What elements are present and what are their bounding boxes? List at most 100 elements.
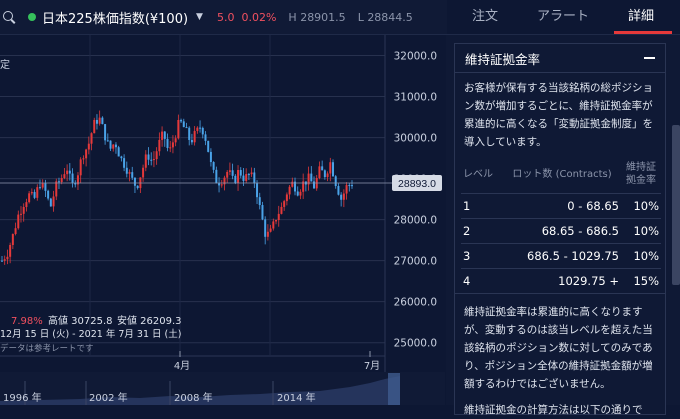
candle	[57, 181, 60, 183]
y-tick-label: 32000.0	[394, 51, 437, 63]
candle	[98, 117, 101, 124]
tab-alert[interactable]: アラート	[536, 9, 589, 24]
candle	[337, 186, 340, 195]
candle	[76, 175, 79, 185]
candle	[283, 201, 286, 207]
candle	[250, 172, 253, 175]
candle	[142, 167, 145, 178]
candle	[266, 231, 269, 237]
candle	[144, 154, 147, 168]
detail-panel: 維持証拠金率 お客様が保有する当該銘柄の総ポジション数が増加するごとに、維持証拠…	[446, 35, 680, 416]
x-tick-jul: 7月	[364, 360, 380, 372]
candle	[302, 181, 305, 192]
candle	[22, 206, 25, 214]
candle	[228, 170, 231, 172]
candle	[158, 139, 161, 152]
candle	[66, 170, 69, 175]
candle	[182, 121, 185, 128]
candle	[33, 192, 36, 198]
level-cell: 3	[461, 243, 503, 269]
candle	[185, 127, 188, 129]
rate-cell: 10%	[621, 218, 661, 244]
price-chart[interactable]: 32000.031000.030000.029000.028000.027000…	[0, 35, 445, 405]
symbol-header: 日本225株価指数(¥100) ▼ 5.0 0.02% H 28901.5 L …	[0, 0, 447, 35]
nav-label-2008: 2008 年	[174, 391, 213, 404]
card-title: 維持証拠金率	[465, 51, 541, 67]
candle	[351, 185, 353, 187]
level-cell: 2	[461, 218, 503, 244]
candle	[82, 158, 85, 160]
candle	[1, 260, 3, 262]
candle	[226, 171, 229, 178]
candle	[253, 172, 256, 184]
card-header[interactable]: 維持証拠金率	[455, 44, 665, 73]
table-row: 4 1029.75 + 15%	[461, 268, 661, 293]
candle	[201, 127, 204, 135]
candle	[128, 172, 131, 174]
candle	[207, 140, 210, 152]
search-icon[interactable]	[2, 10, 16, 24]
candle	[239, 169, 242, 176]
detail-tabs: 注文 アラート 詳細	[446, 0, 680, 35]
candle	[112, 144, 115, 149]
candle	[323, 170, 326, 178]
margin-note: 維持証拠金率は累進的に高くなりますが、変動するのは該当レベルを超えた当該銘柄のポ…	[455, 293, 665, 393]
candle	[272, 221, 275, 229]
candle	[74, 182, 77, 185]
candle	[125, 167, 128, 174]
candle	[174, 138, 177, 143]
col-header-rate: 維持証拠金率	[626, 162, 656, 186]
candle	[117, 147, 120, 157]
candle	[307, 173, 310, 185]
tab-details[interactable]: 詳細	[602, 0, 680, 34]
candle	[310, 173, 313, 182]
navigator-range[interactable]	[388, 373, 400, 405]
collapse-icon[interactable]	[644, 57, 655, 59]
y-tick-label: 25000.0	[394, 338, 437, 350]
market-status-icon	[28, 13, 36, 21]
candle	[106, 140, 109, 142]
candle	[234, 175, 237, 184]
tab-order[interactable]: 注文	[471, 9, 498, 24]
table-row: 3 686.5 - 1029.75 10%	[461, 243, 661, 269]
candle	[41, 183, 44, 188]
candle	[25, 202, 28, 207]
candle	[169, 147, 172, 149]
low-price: L 28844.5	[357, 10, 413, 24]
candle	[155, 151, 158, 160]
candle	[294, 181, 297, 192]
candle	[190, 139, 193, 143]
candle	[150, 159, 153, 161]
candle	[247, 174, 250, 176]
chevron-down-icon[interactable]: ▼	[196, 12, 203, 22]
candle	[90, 133, 93, 144]
candle	[193, 130, 196, 143]
candle	[291, 181, 294, 187]
panel-scrollbar[interactable]	[672, 125, 680, 285]
candle	[199, 127, 202, 129]
margin-rate-card: 維持証拠金率 お客様が保有する当該銘柄の総ポジション数が増加するごとに、維持証拠…	[454, 43, 666, 416]
symbol-name[interactable]: 日本225株価指数(¥100)	[42, 11, 189, 27]
candle	[60, 178, 63, 183]
candle	[204, 134, 207, 141]
candle	[38, 187, 41, 189]
candle	[68, 170, 71, 174]
candle	[95, 119, 98, 124]
candle	[44, 183, 47, 191]
candle	[120, 156, 123, 159]
candle	[348, 185, 351, 187]
lots-cell: 68.65 - 686.5	[503, 218, 621, 244]
candle	[264, 219, 267, 237]
candle	[342, 193, 345, 200]
rate-cell: 10%	[621, 193, 661, 219]
candle	[237, 169, 240, 184]
current-price-marker	[392, 174, 442, 191]
candle	[215, 169, 218, 184]
candle	[133, 177, 136, 186]
candle	[147, 154, 150, 160]
candle	[332, 162, 335, 177]
y-tick-label: 26000.0	[394, 297, 437, 309]
candle	[36, 187, 39, 198]
candle	[345, 185, 348, 194]
candle	[85, 149, 88, 159]
